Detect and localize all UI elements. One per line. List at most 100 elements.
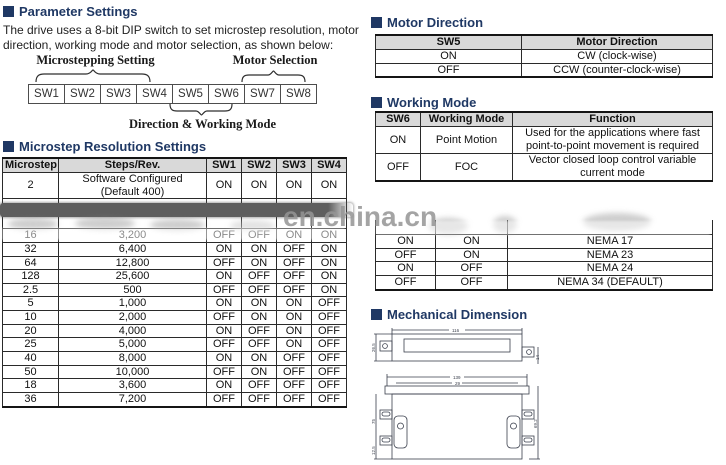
- table-cell: OFF: [241, 282, 277, 298]
- table-row: ON CW (clock-wise): [375, 49, 713, 64]
- table-cell: 5: [2, 296, 59, 312]
- table-header-cell: Motor Direction: [521, 34, 713, 50]
- steps-line: Software Configured: [82, 173, 183, 185]
- table-cell: ON: [435, 234, 508, 249]
- table-row: 25 5,000 OFF OFF ON OFF: [2, 337, 347, 353]
- watermark-text: en.china.cn: [283, 201, 438, 232]
- table-row: 40 8,000 ON ON OFF OFF: [2, 351, 347, 366]
- table-cell: ON: [241, 255, 277, 271]
- table-header-row: SW6 Working Mode Function: [375, 111, 713, 127]
- obscured-header-overlay: [376, 221, 710, 235]
- table-cell: OFF: [311, 323, 347, 339]
- table-cell: OFF: [276, 351, 312, 366]
- intro-line: The drive uses a 8-bit DIP switch to set…: [3, 23, 359, 37]
- table-cell: NEMA 34 (DEFAULT): [507, 274, 713, 291]
- table-cell: 36: [2, 391, 59, 408]
- table-cell: 500: [58, 282, 207, 298]
- dim-label-top-height: 26.5: [372, 343, 376, 352]
- table-cell: ON: [311, 282, 347, 298]
- table-cell: ON: [206, 378, 242, 393]
- section-bullet-icon: [3, 6, 14, 17]
- table-cell: OFF: [311, 351, 347, 366]
- table-cell: ON: [311, 255, 347, 271]
- table-row: 2 Software Configured (Default 400) ON O…: [2, 171, 347, 200]
- table-row: 32 6,400 ON ON OFF ON: [2, 241, 347, 257]
- table-cell: NEMA 17: [507, 234, 713, 249]
- table-cell: ON: [311, 171, 347, 200]
- blur-smudge: [75, 217, 135, 230]
- table-row: OFF CCW (counter-clock-wise): [375, 62, 713, 78]
- table-cell: ON: [311, 241, 347, 257]
- table-header-cell: SW3: [276, 157, 312, 173]
- brace-lines: [35, 69, 306, 116]
- dip-switch-sw8: SW8: [280, 84, 317, 104]
- table-cell: 25: [2, 337, 59, 353]
- table-cell: OFF: [375, 62, 522, 78]
- blur-smudge: [8, 218, 58, 230]
- section-title-parameter-settings: Parameter Settings: [3, 4, 138, 19]
- table-cell: 12,800: [58, 255, 207, 271]
- table-cell: OFF: [241, 391, 277, 408]
- table-cell: OFF: [206, 364, 242, 380]
- section-title-mechanical-dimension: Mechanical Dimension: [371, 307, 527, 322]
- table-cell: OFF: [435, 261, 508, 276]
- table-header-row: SW5 Motor Direction: [375, 34, 713, 50]
- table-cell: CW (clock-wise): [521, 49, 713, 64]
- table-cell: 50: [2, 364, 59, 380]
- table-cell: OFF: [206, 391, 242, 408]
- table-cell: 32: [2, 241, 59, 257]
- table-cell: ON: [206, 241, 242, 257]
- table-cell: 8,000: [58, 351, 207, 366]
- table-cell: NEMA 23: [507, 247, 713, 263]
- table-cell: OFF: [311, 310, 347, 325]
- table-cell: Used for the applications where fast poi…: [512, 126, 713, 154]
- table-cell: OFF: [311, 337, 347, 353]
- section-bullet-icon: [371, 309, 382, 320]
- table-row: OFF ON NEMA 23: [375, 247, 713, 263]
- table-cell: ON: [241, 171, 277, 200]
- table-row: 2.5 500 OFF OFF OFF ON: [2, 282, 347, 298]
- dip-switch-sw3: SW3: [100, 84, 137, 104]
- redaction-bar: [0, 203, 353, 217]
- section-title-motor-direction: Motor Direction: [371, 15, 483, 30]
- table-cell: ON: [435, 247, 508, 263]
- table-header-cell: SW4: [311, 157, 347, 173]
- table-cell: 40: [2, 351, 59, 366]
- table-cell: ON: [241, 241, 277, 257]
- table-header-cell: SW5: [375, 34, 522, 50]
- table-cell: OFF: [375, 247, 436, 263]
- table-header-cell: SW1: [206, 157, 242, 173]
- section-bullet-icon: [371, 97, 382, 108]
- table-cell: OFF: [276, 269, 312, 284]
- table-cell: Vector closed loop control variable curr…: [512, 153, 713, 182]
- table-cell: 7,200: [58, 391, 207, 408]
- table-cell: Software Configured (Default 400): [58, 171, 207, 200]
- section-title-text: Motor Direction: [387, 15, 484, 30]
- dip-switch-sw4: SW4: [136, 84, 173, 104]
- table-cell: 10,000: [58, 364, 207, 380]
- table-cell: ON: [206, 323, 242, 339]
- table-cell: 128: [2, 269, 59, 284]
- table-row: ON Point Motion Used for the application…: [375, 126, 713, 154]
- table-header-cell: SW6: [375, 111, 421, 127]
- table-cell: ON: [375, 126, 421, 154]
- mechanical-dimension-drawing: 116 26.5 14 139 29 75 12.5 69.2: [372, 328, 540, 460]
- table-row: 18 3,600 ON OFF OFF OFF: [2, 378, 347, 393]
- table-cell: OFF: [206, 282, 242, 298]
- table-cell: OFF: [206, 255, 242, 271]
- table-cell: OFF: [276, 364, 312, 380]
- table-cell: ON: [375, 261, 436, 276]
- table-cell: OFF: [311, 378, 347, 393]
- dim-label-front-left-upper: 75: [372, 418, 376, 424]
- working-mode-table: SW6 Working Mode Function ON Point Motio…: [375, 111, 713, 182]
- dip-label-microstepping: Microstepping Setting: [36, 53, 155, 67]
- table-cell: ON: [311, 269, 347, 284]
- table-row: 5 1,000 ON ON ON OFF: [2, 296, 347, 312]
- table-cell: ON: [276, 323, 312, 339]
- table-cell: 2.5: [2, 282, 59, 298]
- table-header-cell: Working Mode: [420, 111, 513, 127]
- dip-switch-sw1: SW1: [28, 84, 65, 104]
- table-row: ON ON NEMA 17: [375, 234, 713, 249]
- table-cell: ON: [241, 310, 277, 325]
- table-cell: 4,000: [58, 323, 207, 339]
